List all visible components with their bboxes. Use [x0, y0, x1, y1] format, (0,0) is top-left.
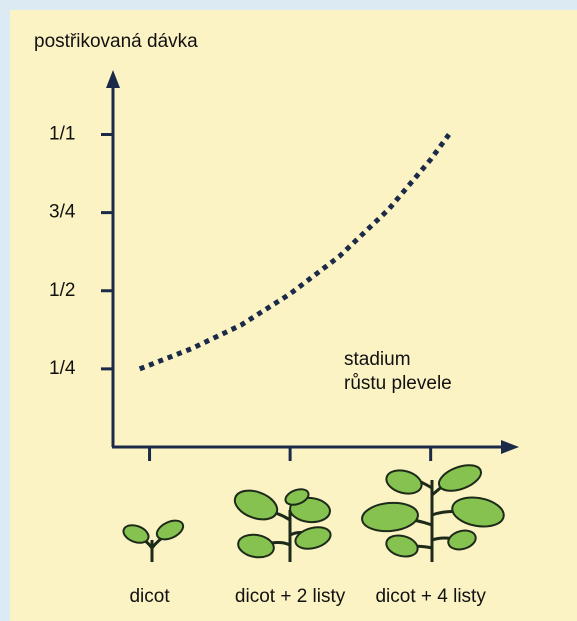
- annotation: stadium: [344, 349, 411, 370]
- y-tick-label: 3/4: [49, 202, 76, 223]
- y-tick-label: 1/1: [49, 124, 75, 145]
- x-tick-label: dicot: [129, 586, 170, 607]
- x-tick-label: dicot + 4 listy: [375, 586, 486, 607]
- curve: [138, 133, 451, 372]
- y-tick-label: 1/4: [49, 358, 76, 379]
- chart-title: postřikovaná dávka: [34, 31, 198, 52]
- x-tick-label: dicot + 2 listy: [235, 586, 346, 607]
- plant-icons: [122, 464, 505, 562]
- panel: [10, 10, 577, 621]
- y-tick-label: 1/2: [49, 280, 75, 301]
- axes: [106, 70, 519, 454]
- annotation: růstu plevele: [344, 373, 452, 394]
